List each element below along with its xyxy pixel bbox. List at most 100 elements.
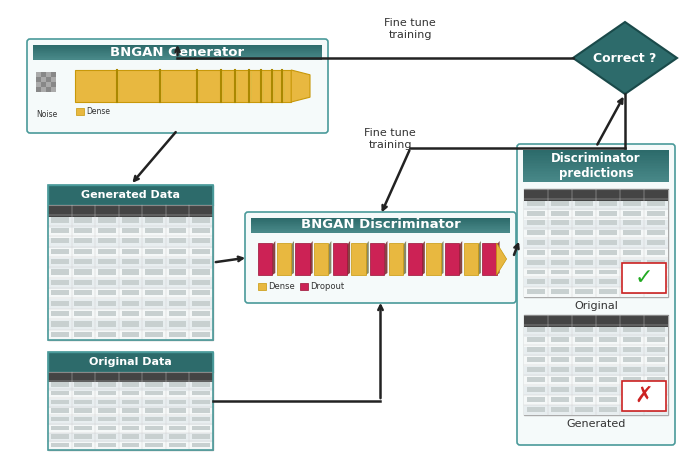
Bar [169,409,186,413]
Bar [36,87,41,92]
Bar [75,290,92,295]
Bar [251,230,510,231]
Text: Dense: Dense [86,108,110,116]
Bar [48,442,213,450]
Bar [551,289,569,294]
Bar [192,382,210,387]
Bar [169,290,186,295]
Bar [599,407,617,412]
Bar [75,218,92,223]
Bar [46,72,51,77]
Bar [169,322,186,327]
Bar [145,426,163,430]
Bar [192,391,210,395]
Bar [75,426,92,430]
Bar [251,226,510,228]
Bar [48,185,213,205]
Bar [98,311,116,316]
Bar [523,164,669,167]
Polygon shape [347,241,350,275]
Bar [647,260,665,265]
Bar [48,399,213,408]
Bar [524,337,668,347]
Text: Original: Original [574,301,618,311]
Text: Original Data: Original Data [89,357,172,367]
Bar [51,290,68,295]
Text: Dropout: Dropout [310,282,344,291]
Bar [121,443,139,447]
Bar [75,300,92,306]
Bar [36,72,41,77]
Bar [575,387,593,392]
Bar [169,228,186,233]
Bar [527,347,545,352]
Bar [482,243,497,275]
Bar [51,443,68,447]
Bar [623,407,641,412]
Bar [524,405,668,415]
Bar [251,225,510,226]
Bar [524,229,668,239]
Bar [33,48,322,49]
Bar [41,72,46,77]
Bar [623,289,641,294]
Bar [251,229,510,230]
Bar [647,387,665,392]
Bar [169,280,186,285]
Bar [251,221,510,222]
Bar [523,171,669,173]
Bar [41,87,46,92]
Bar [121,426,139,430]
Bar [121,382,139,387]
Bar [599,387,617,392]
Bar [551,240,569,245]
Bar [121,259,139,264]
Bar [145,332,163,337]
Bar [75,311,92,316]
Bar [523,166,669,168]
Bar [575,407,593,412]
Polygon shape [291,70,310,102]
Polygon shape [440,241,443,275]
Bar [351,243,366,275]
Text: Noise: Noise [36,110,58,119]
Bar [527,240,545,245]
Bar [75,269,92,275]
Bar [33,57,322,58]
Bar [98,417,116,421]
Bar [145,322,163,327]
Bar [251,227,510,228]
Bar [51,382,68,387]
Bar [623,211,641,216]
Bar [599,289,617,294]
Bar [251,222,510,223]
Text: Dense: Dense [268,282,295,291]
Bar [527,201,545,206]
Bar [524,189,668,201]
Text: ✓: ✓ [635,268,653,288]
Bar [523,150,669,152]
Bar [551,407,569,412]
Bar [33,46,322,48]
Text: Generated Data: Generated Data [81,190,180,200]
Bar [121,218,139,223]
Polygon shape [273,241,275,275]
Bar [551,279,569,284]
Bar [121,238,139,243]
Bar [314,243,328,275]
Bar [408,243,422,275]
Bar [527,230,545,235]
Bar [98,249,116,254]
Bar [445,243,459,275]
Bar [98,391,116,395]
Bar [145,218,163,223]
Bar [169,417,186,421]
Bar [623,269,641,274]
Text: Correct ?: Correct ? [593,51,657,65]
Bar [75,322,92,327]
Bar [48,408,213,416]
Bar [575,240,593,245]
Polygon shape [573,22,677,94]
Bar [647,327,665,332]
Bar [98,238,116,243]
